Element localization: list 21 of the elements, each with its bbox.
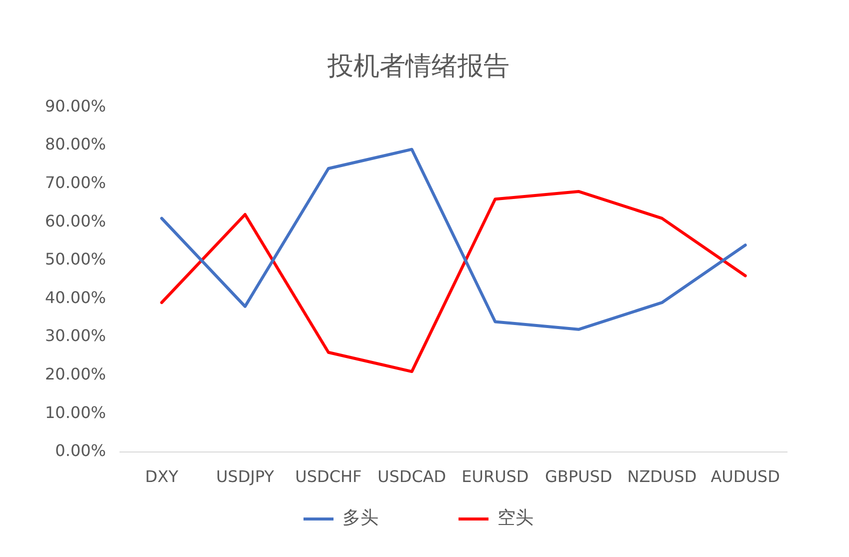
y-tick-label: 30.00% [44, 326, 106, 346]
y-tick-label: 50.00% [44, 250, 106, 269]
y-tick-label: 90.00% [44, 96, 106, 116]
y-tick-label: 10.00% [44, 402, 106, 422]
legend-label: 多头 [342, 508, 378, 529]
y-tick-label: 40.00% [44, 288, 106, 307]
y-tick-label: 60.00% [44, 211, 106, 230]
x-tick-label: GBPUSD [544, 466, 612, 486]
x-tick-label: EURUSD [462, 466, 529, 486]
x-tick-label: USDJPY [216, 466, 274, 486]
x-tick-label: USDCAD [378, 466, 446, 486]
y-tick-label: 20.00% [44, 364, 106, 384]
y-tick-label: 0.00% [55, 441, 106, 460]
chart-title: 投机者情绪报告 [326, 51, 510, 82]
x-tick-label: NZDUSD [627, 466, 697, 486]
y-tick-label: 70.00% [44, 172, 106, 192]
x-tick-label: DXY [145, 466, 178, 486]
y-tick-label: 80.00% [44, 134, 106, 154]
x-tick-label: USDCHF [295, 466, 362, 486]
legend-label: 空头 [498, 508, 534, 529]
x-tick-label: AUDUSD [710, 466, 780, 486]
